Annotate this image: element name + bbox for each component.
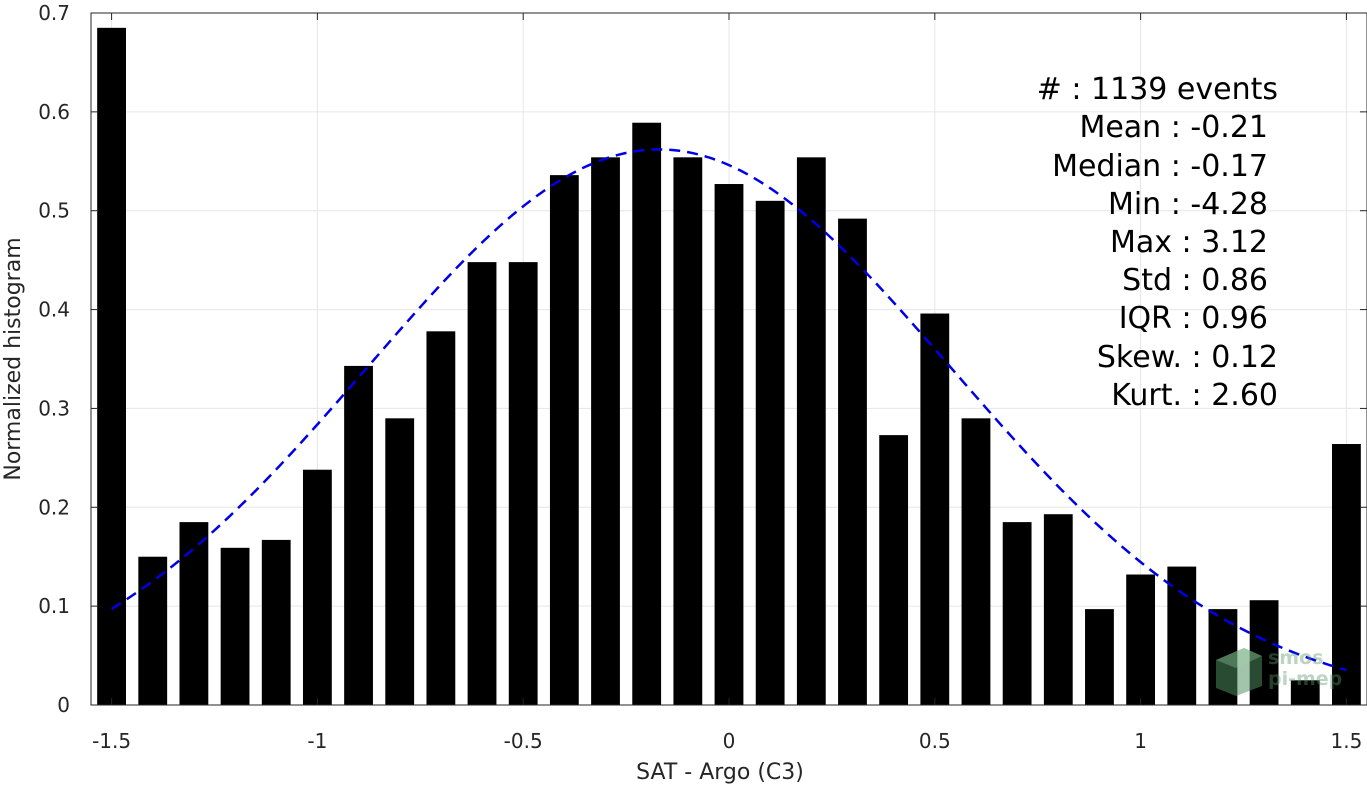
- stat-kurt: Kurt. : 2.60: [1111, 378, 1278, 413]
- stat-mean: Mean : -0.21: [1079, 110, 1268, 145]
- histogram-bar: [1043, 514, 1073, 705]
- histogram-bar: [838, 218, 867, 705]
- histogram-bar: [97, 27, 126, 706]
- x-tick-label: -0.5: [504, 729, 543, 753]
- stat-median: Median : -0.17: [1052, 149, 1268, 184]
- x-tick-label: 1: [1134, 729, 1147, 753]
- histogram-bar: [920, 313, 950, 705]
- y-tick-label: 0.7: [38, 1, 70, 25]
- y-tick-label: 0.6: [38, 100, 70, 124]
- logo-cube-top-icon: [1216, 648, 1262, 668]
- histogram-bar: [879, 435, 909, 705]
- watermark-line1: smos: [1268, 647, 1323, 669]
- histogram-bar: [755, 200, 785, 706]
- smos-pimep-logo: smos pi-mep: [1216, 647, 1342, 696]
- y-tick-label: 0: [57, 693, 70, 717]
- x-tick-label: 0.5: [919, 729, 951, 753]
- stat-max: Max : 3.12: [1110, 225, 1268, 260]
- histogram-bar: [796, 157, 826, 705]
- y-axis-label: Normalized histogram: [1, 237, 26, 480]
- histogram-bar: [385, 418, 415, 705]
- x-axis-ticks: -1.5 -1 -0.5 0 0.5 1 1.5: [92, 13, 1362, 753]
- histogram-bar: [714, 184, 744, 706]
- histogram-bar: [344, 365, 373, 705]
- y-tick-label: 0.5: [38, 199, 70, 223]
- histogram-bar: [302, 469, 332, 705]
- y-tick-label: 0.4: [38, 298, 70, 322]
- histogram-bar: [426, 331, 456, 705]
- x-axis-label: SAT - Argo (C3): [636, 760, 804, 785]
- watermark-line2: pi-mep: [1268, 668, 1342, 690]
- histogram-bar: [591, 157, 620, 705]
- x-tick-label: -1.5: [92, 729, 131, 753]
- histogram-bar: [1126, 574, 1156, 705]
- histogram-bar: [1002, 522, 1032, 705]
- stat-std: Std : 0.86: [1122, 263, 1268, 298]
- histogram-bar: [220, 547, 250, 705]
- y-tick-label: 0.2: [38, 495, 70, 519]
- stat-skew: Skew. : 0.12: [1097, 340, 1278, 375]
- histogram-bar: [1085, 609, 1114, 705]
- x-tick-label: -1: [307, 729, 327, 753]
- histogram-bar: [1167, 566, 1197, 705]
- y-axis-ticks: 0 0.1 0.2 0.3 0.4 0.5 0.6 0.7: [38, 1, 1367, 717]
- histogram-bar: [179, 522, 209, 705]
- stat-events: # : 1139 events: [1037, 72, 1278, 107]
- histogram-bars: [97, 27, 1361, 706]
- histogram-bar: [508, 262, 538, 705]
- stat-min: Min : -4.28: [1108, 187, 1268, 222]
- gaussian-fit-curve: [110, 148, 1347, 672]
- histogram-bar: [1332, 444, 1361, 705]
- y-tick-label: 0.3: [38, 396, 70, 420]
- histogram-bar: [961, 418, 991, 705]
- histogram-bar: [138, 556, 168, 705]
- x-tick-label: 0: [723, 729, 736, 753]
- histogram-bar: [632, 122, 662, 705]
- stat-iqr: IQR : 0.96: [1119, 301, 1268, 336]
- statistics-box: # : 1139 events Mean : -0.21 Median : -0…: [1037, 72, 1278, 413]
- histogram-bar: [549, 175, 579, 705]
- histogram-bar: [673, 157, 703, 705]
- histogram-bar: [467, 262, 497, 705]
- histogram-bar: [1290, 680, 1320, 705]
- histogram-bar: [261, 539, 291, 705]
- y-tick-label: 0.1: [38, 594, 70, 618]
- x-tick-label: 1.5: [1331, 729, 1363, 753]
